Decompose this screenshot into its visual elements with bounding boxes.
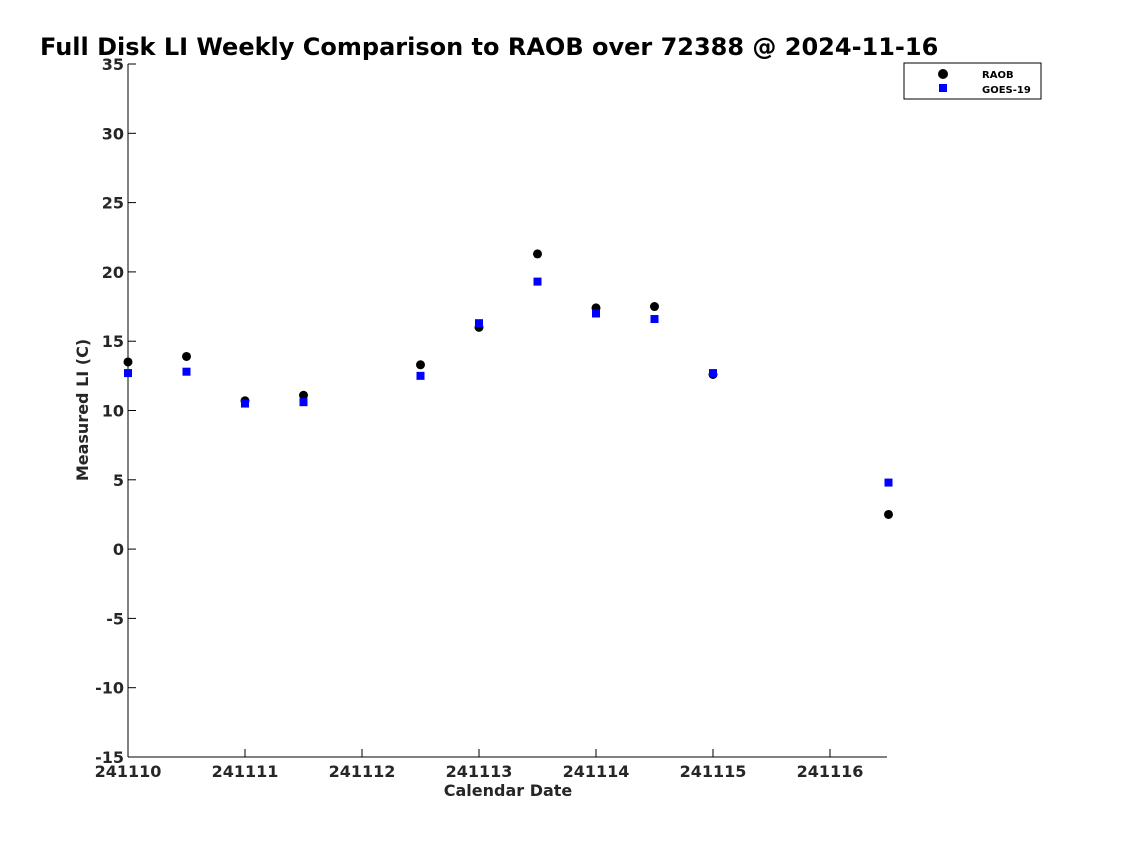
goes-19-point [884,478,893,487]
x-tick-label: 241114 [563,762,630,781]
goes-19-point [592,309,600,318]
raob-point [884,509,893,519]
raob-point [123,357,133,367]
goes-19-point [182,367,191,376]
legend-marker-raob [938,69,948,79]
goes-19-point [241,399,249,408]
raob-point [182,351,191,361]
y-tick-label: 0 [113,540,124,559]
legend-label-raob: RAOB [982,70,1014,81]
data-points [123,249,893,519]
x-tick-label: 241116 [797,762,864,781]
goes-19-point [475,319,483,328]
goes-19-point [124,369,132,378]
y-tick-label: 25 [102,194,124,213]
goes-19-point [299,398,308,407]
x-axis-label: Calendar Date [444,781,573,800]
legend-box [903,62,1042,100]
legend-label-goes: GOES-19 [982,85,1031,96]
raob-point [533,249,542,259]
y-ticks: 35 30 25 20 15 10 5 0 -5 -10 -15 [95,55,136,767]
legend-marker-goes [939,84,947,92]
chart-title: Full Disk LI Weekly Comparison to RAOB o… [40,33,938,61]
y-tick-label: 20 [102,263,124,282]
raob-point [650,302,659,312]
raob-point [416,360,425,370]
x-ticks: 241110 241111 241112 241113 241114 241115 2411… [95,749,864,781]
y-tick-label: -15 [95,748,124,767]
x-tick-label: 241113 [446,762,513,781]
x-tick-label: 241110 [95,762,162,781]
goes-19-point [709,369,717,378]
legend: RAOB GOES-19 [903,62,1042,100]
y-tick-label: -10 [95,679,124,698]
y-tick-label: -5 [106,609,124,628]
y-tick-label: 35 [102,55,124,74]
x-tick-label: 241112 [329,762,396,781]
raob-point [299,390,308,400]
y-tick-label: 30 [102,124,124,143]
goes-19-point [533,277,542,286]
x-tick-label: 241115 [680,762,747,781]
goes-19-point [416,371,425,380]
y-axis-label: Measured LI (C) [73,339,92,481]
y-tick-label: 10 [102,402,124,421]
goes-19-point [650,315,659,324]
x-tick-label: 241111 [212,762,279,781]
y-tick-label: 15 [102,332,124,351]
y-tick-label: 5 [113,471,124,490]
